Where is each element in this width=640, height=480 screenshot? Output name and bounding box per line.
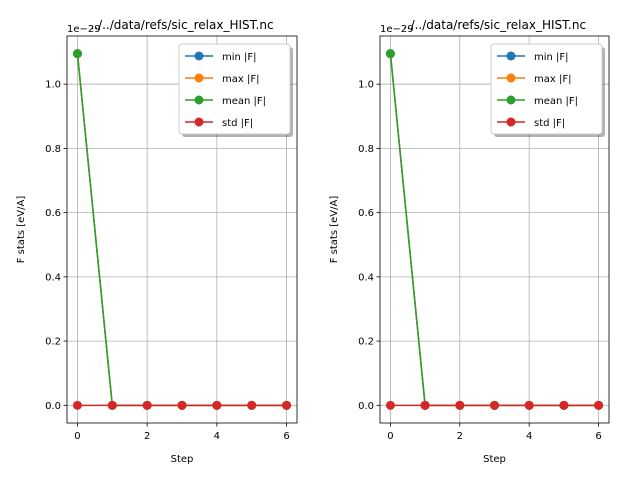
legend-label: min |F| — [534, 52, 569, 63]
series-marker-2 — [385, 49, 395, 59]
x-axis-label: Step — [483, 454, 506, 465]
series-marker-3 — [177, 400, 187, 410]
y-offset-label: 1e−29 — [67, 24, 101, 35]
legend-box — [490, 43, 603, 135]
legend-swatch-marker — [194, 51, 204, 61]
y-tick-label: 0.4 — [358, 272, 374, 283]
legend-label: max |F| — [222, 74, 259, 85]
x-tick-label: 2 — [457, 431, 463, 442]
x-axis-label: Step — [171, 454, 194, 465]
series-marker-3 — [107, 400, 117, 410]
legend-swatch-marker — [194, 95, 204, 105]
legend-swatch-marker — [506, 51, 516, 61]
y-tick-label: 1.0 — [45, 80, 61, 91]
y-offset-label: 1e−29 — [380, 24, 414, 35]
series-marker-3 — [247, 400, 257, 410]
plot-title: ../../data/refs/sic_relax_HIST.nc — [403, 18, 586, 32]
x-tick-label: 2 — [144, 431, 150, 442]
legend-label: std |F| — [222, 118, 253, 129]
series-marker-3 — [559, 400, 569, 410]
legend-label: mean |F| — [534, 96, 578, 107]
series-marker-3 — [385, 400, 395, 410]
y-tick-label: 0.8 — [358, 144, 374, 155]
series-marker-3 — [420, 400, 430, 410]
y-tick-label: 0.6 — [45, 208, 61, 219]
series-marker-3 — [455, 400, 465, 410]
series-marker-3 — [524, 400, 534, 410]
y-tick-label: 0.6 — [358, 208, 374, 219]
y-tick-label: 1.0 — [358, 80, 374, 91]
x-tick-label: 4 — [214, 431, 220, 442]
y-tick-label: 0.2 — [358, 337, 374, 348]
series-marker-3 — [594, 400, 604, 410]
series-marker-3 — [490, 400, 499, 410]
legend-box — [178, 43, 291, 135]
subplot-1: 0 2 4 6 0.0 0.2 0.4 0.6 0.8 1.0 Step F stats [eV/A]… — [16, 18, 298, 465]
x-tick-label: 0 — [387, 431, 393, 442]
y-tick-label: 0.0 — [358, 401, 374, 412]
series-marker-3 — [212, 400, 222, 410]
x-tick-label: 6 — [595, 431, 601, 442]
y-tick-label: 0.8 — [45, 144, 61, 155]
series-marker-3 — [282, 400, 292, 410]
x-tick-label: 4 — [526, 431, 532, 442]
legend-label: min |F| — [222, 52, 257, 63]
legend-swatch-marker — [506, 73, 516, 83]
legend-swatch-marker — [506, 117, 516, 127]
plot-title: ../../data/refs/sic_relax_HIST.nc — [90, 18, 273, 32]
series-marker-3 — [142, 400, 152, 410]
x-tick-label: 0 — [74, 431, 80, 442]
legend-label: mean |F| — [222, 96, 266, 107]
axes-frame — [66, 35, 298, 424]
legend-swatch-marker — [194, 117, 204, 127]
legend-swatch-marker — [194, 73, 204, 83]
y-axis-label: F stats [eV/A] — [329, 196, 340, 264]
legend-swatch-marker — [506, 95, 516, 105]
legend-label: std |F| — [534, 118, 565, 129]
legend-label: max |F| — [534, 74, 571, 85]
axes-frame — [379, 35, 610, 424]
y-axis-label: F stats [eV/A] — [16, 196, 27, 264]
x-tick-label: 6 — [283, 431, 289, 442]
y-tick-label: 0.4 — [45, 272, 61, 283]
series-marker-3 — [72, 400, 82, 410]
subplot-2: 0 2 4 6 0.0 0.2 0.4 0.6 0.8 1.0 Step F stats [eV/A]… — [329, 18, 610, 465]
series-marker-2 — [72, 49, 82, 59]
y-tick-label: 0.2 — [45, 337, 61, 348]
y-tick-label: 0.0 — [45, 401, 61, 412]
